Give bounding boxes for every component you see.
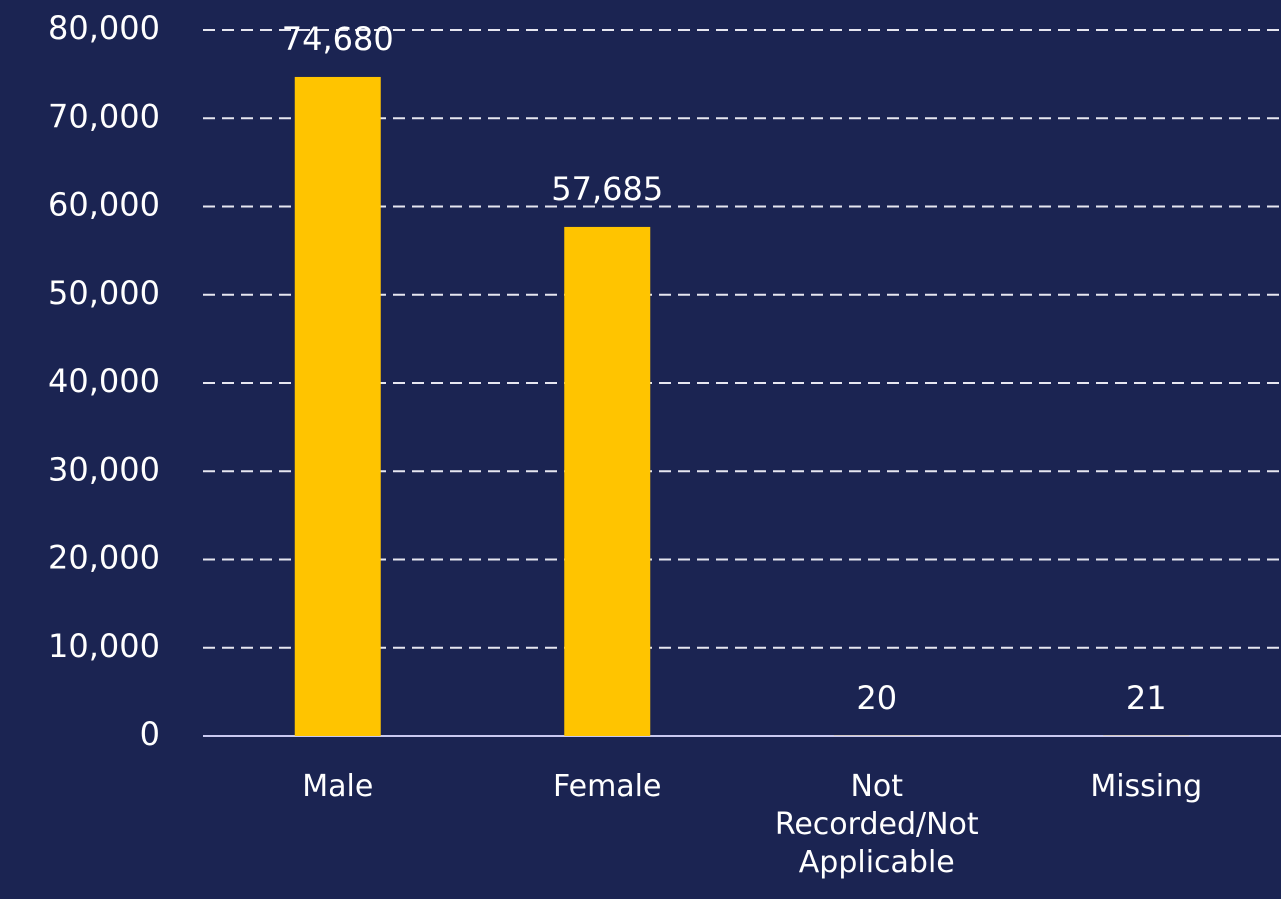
data-label: 20 xyxy=(856,679,897,717)
y-tick-label: 70,000 xyxy=(48,97,160,135)
data-label: 21 xyxy=(1126,679,1167,717)
x-tick-label: Not Recorded/Not Applicable xyxy=(774,769,979,880)
y-tick-label: 50,000 xyxy=(48,274,160,312)
y-tick-label: 60,000 xyxy=(48,186,160,224)
bar xyxy=(564,226,651,736)
y-tick-label: 40,000 xyxy=(48,362,160,400)
y-tick-label: 0 xyxy=(140,715,160,753)
data-label: 57,685 xyxy=(551,170,663,208)
x-tick-label: Female xyxy=(553,769,662,804)
y-tick-label: 10,000 xyxy=(48,627,160,665)
y-tick-label: 30,000 xyxy=(48,450,160,488)
y-tick-label: 80,000 xyxy=(48,9,160,47)
x-tick-label: Missing xyxy=(1090,769,1203,804)
y-tick-label: 20,000 xyxy=(48,539,160,577)
data-label: 74,680 xyxy=(282,20,394,58)
bar xyxy=(294,76,381,737)
x-tick-label: Male xyxy=(302,769,374,804)
